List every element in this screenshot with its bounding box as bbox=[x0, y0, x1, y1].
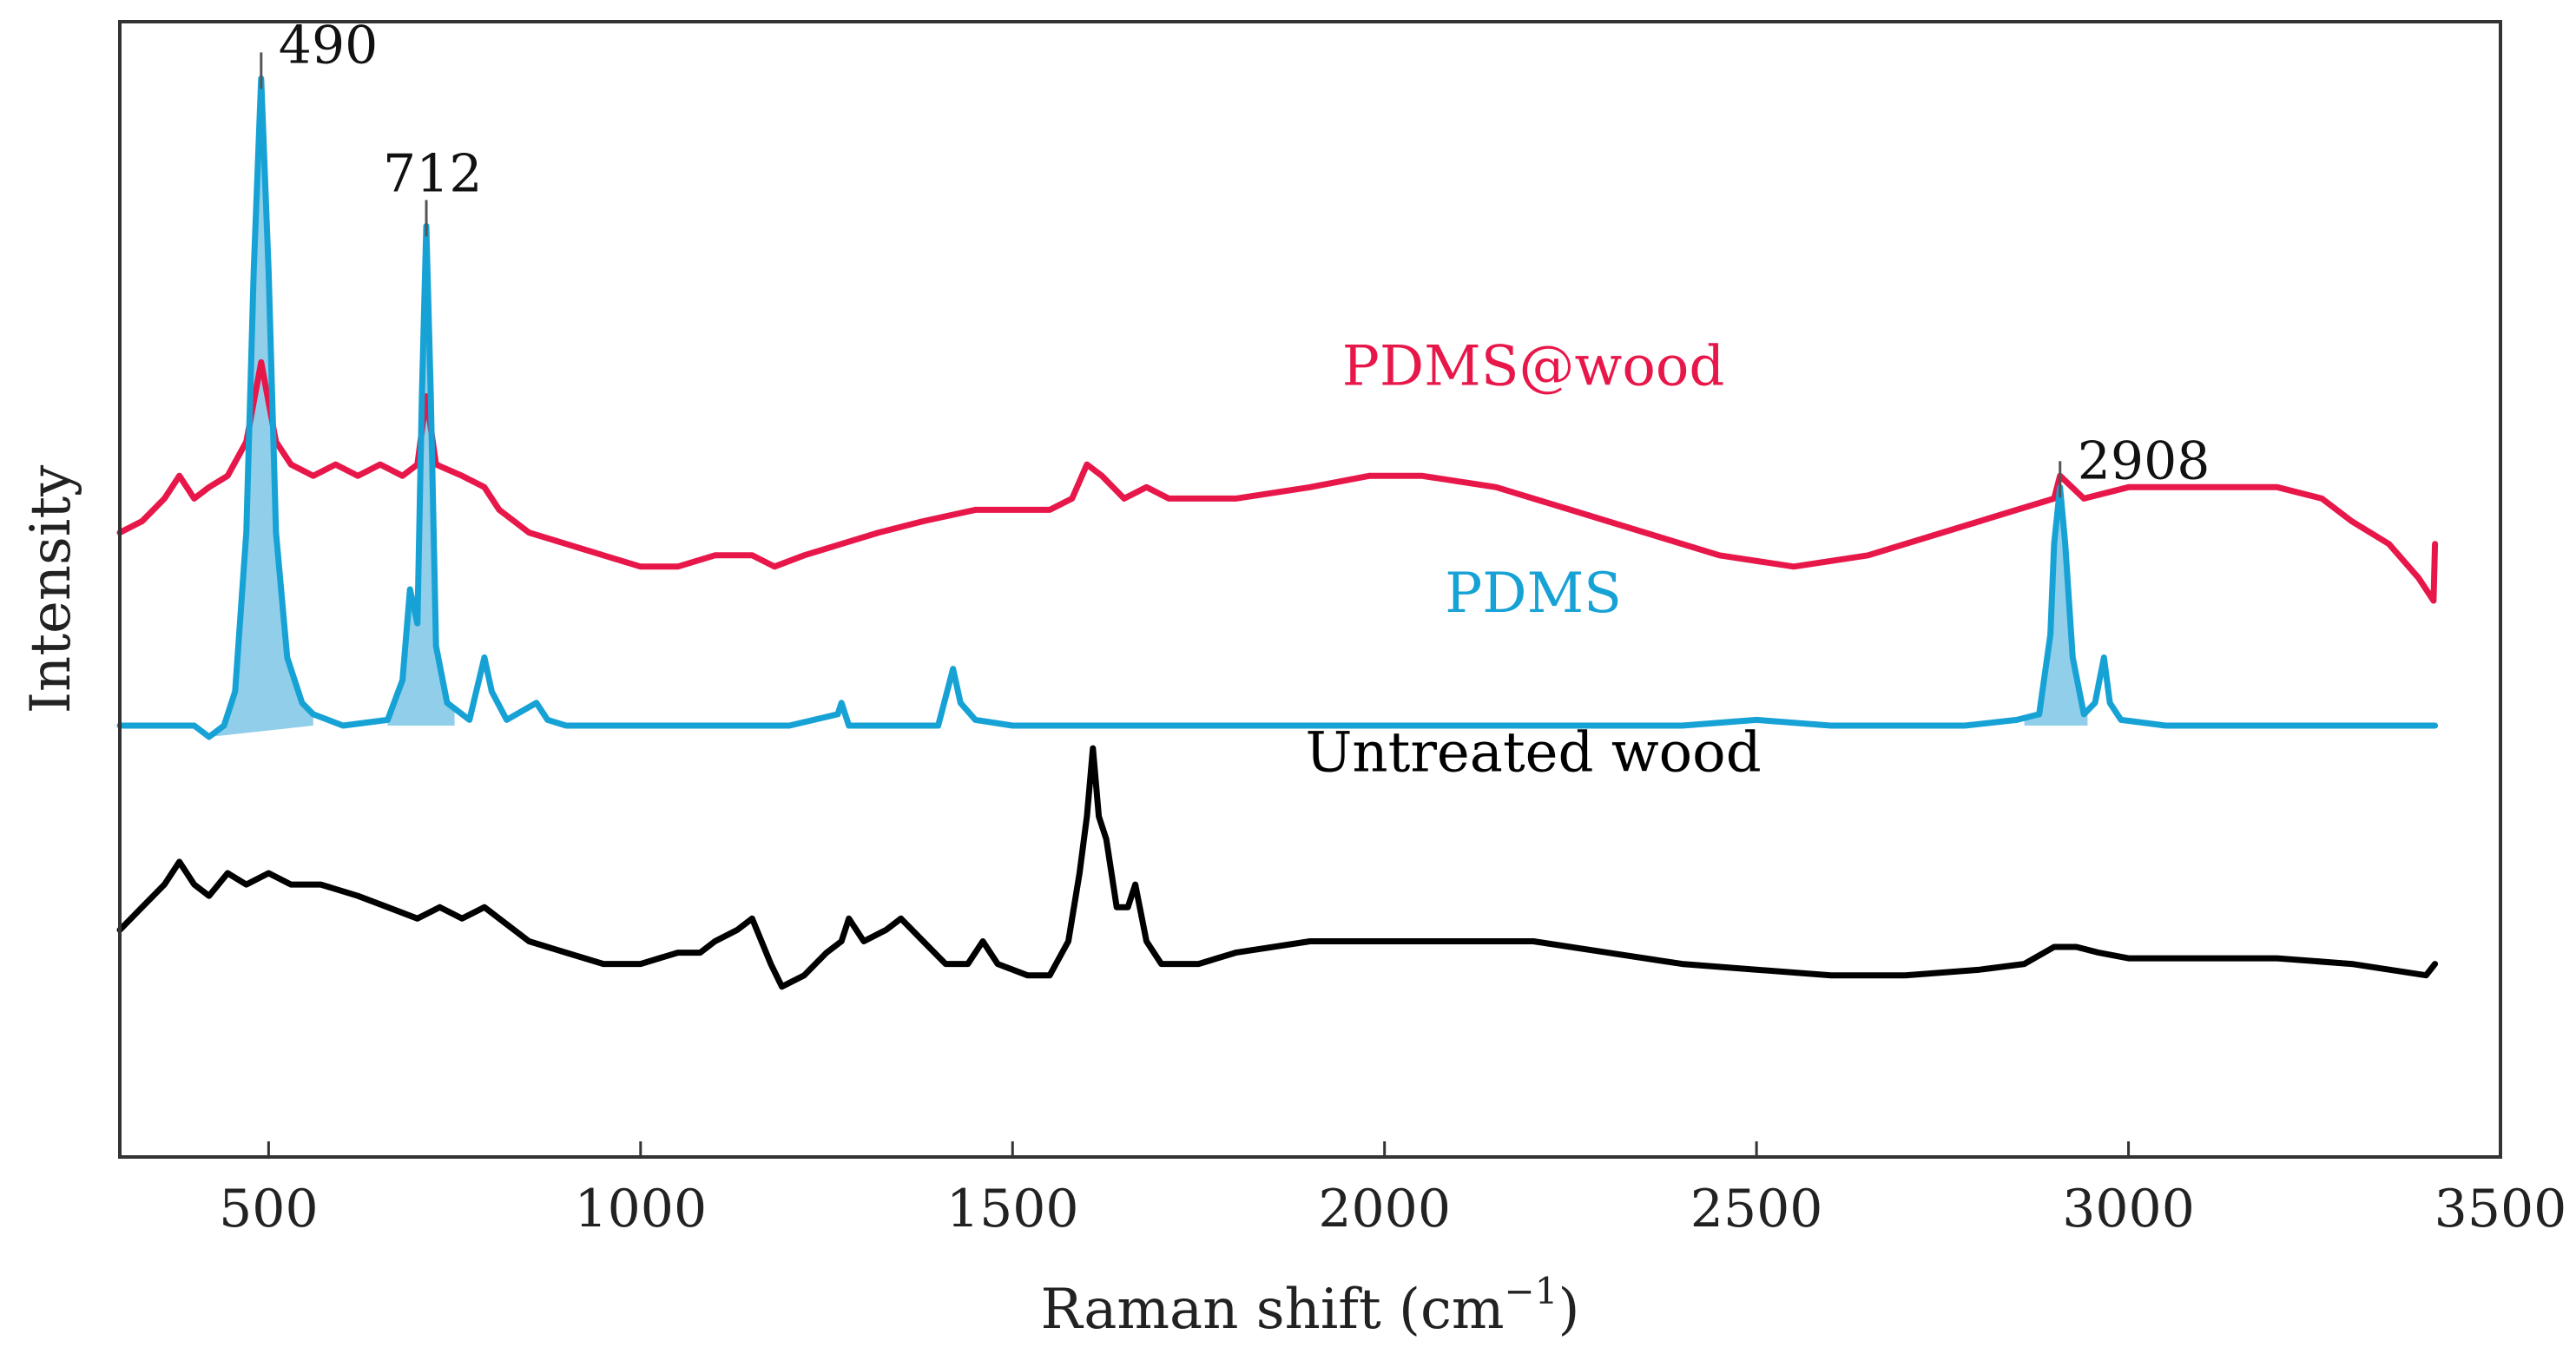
peak-label-2908: 2908 bbox=[2078, 431, 2210, 491]
series-line-pdms bbox=[116, 75, 2439, 740]
x-tick-label-2500: 2500 bbox=[1690, 1179, 1823, 1239]
series-label-pdms: PDMS bbox=[1445, 562, 1622, 626]
x-ticks: 500 1000 1500 2000 2500 3000 3500 bbox=[219, 1141, 2566, 1239]
x-axis-title: Raman shift (cm−1) bbox=[1041, 1270, 1580, 1342]
x-axis-title-close: ) bbox=[1558, 1278, 1579, 1342]
x-axis-title-sup: −1 bbox=[1505, 1270, 1558, 1312]
x-axis-title-main: Raman shift (cm bbox=[1041, 1278, 1505, 1342]
pdms-peak-fills bbox=[208, 78, 2088, 738]
x-tick-label-500: 500 bbox=[219, 1179, 319, 1239]
x-tick-label-3000: 3000 bbox=[2062, 1179, 2195, 1239]
peak-label-490: 490 bbox=[279, 15, 379, 76]
peak-label-712: 712 bbox=[383, 143, 483, 204]
series-line-untreated-wood bbox=[116, 745, 2439, 990]
series-line-pdms-wood bbox=[116, 358, 2439, 604]
plot-frame bbox=[118, 20, 2502, 1159]
axes bbox=[118, 20, 2502, 1159]
x-tick-label-1000: 1000 bbox=[574, 1179, 707, 1239]
series-labels: PDMS@wood PDMS Untreated wood bbox=[1305, 335, 1761, 785]
peak-annotations: 490 712 2908 bbox=[260, 15, 2210, 498]
series-lines bbox=[116, 75, 2439, 990]
pdms-peak-fill-1 bbox=[208, 78, 313, 738]
series-label-pdms-wood: PDMS@wood bbox=[1342, 335, 1725, 399]
series-label-untreated-wood: Untreated wood bbox=[1305, 720, 1761, 785]
x-tick-label-1500: 1500 bbox=[946, 1179, 1079, 1239]
y-axis-title: Intensity bbox=[19, 465, 83, 714]
x-tick-label-3500: 3500 bbox=[2434, 1179, 2567, 1239]
x-tick-label-2000: 2000 bbox=[1318, 1179, 1451, 1239]
